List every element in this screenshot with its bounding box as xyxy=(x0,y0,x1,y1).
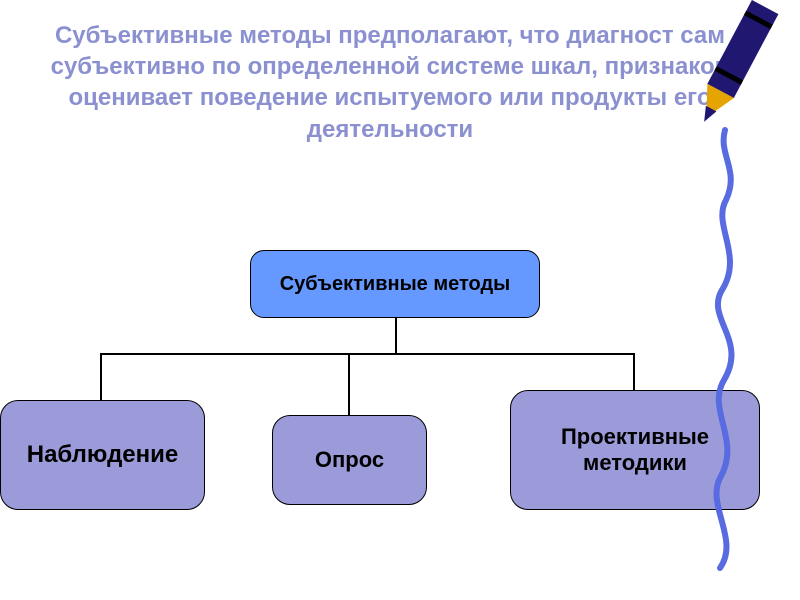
child-box-survey: Опрос xyxy=(272,415,427,505)
connector-drop xyxy=(395,318,397,353)
child-box-projective: Проективные методики xyxy=(510,390,760,510)
child-box-observation: Наблюдение xyxy=(0,400,205,510)
connector-child-1 xyxy=(100,353,102,400)
connector-child-2 xyxy=(348,353,350,415)
connector-child-3 xyxy=(633,353,635,390)
connector-hbar xyxy=(100,353,635,355)
root-box: Субъективные методы xyxy=(250,250,540,318)
crayon-icon xyxy=(682,0,792,140)
title-text: Субъективные методы предполагают, что ди… xyxy=(40,20,740,145)
